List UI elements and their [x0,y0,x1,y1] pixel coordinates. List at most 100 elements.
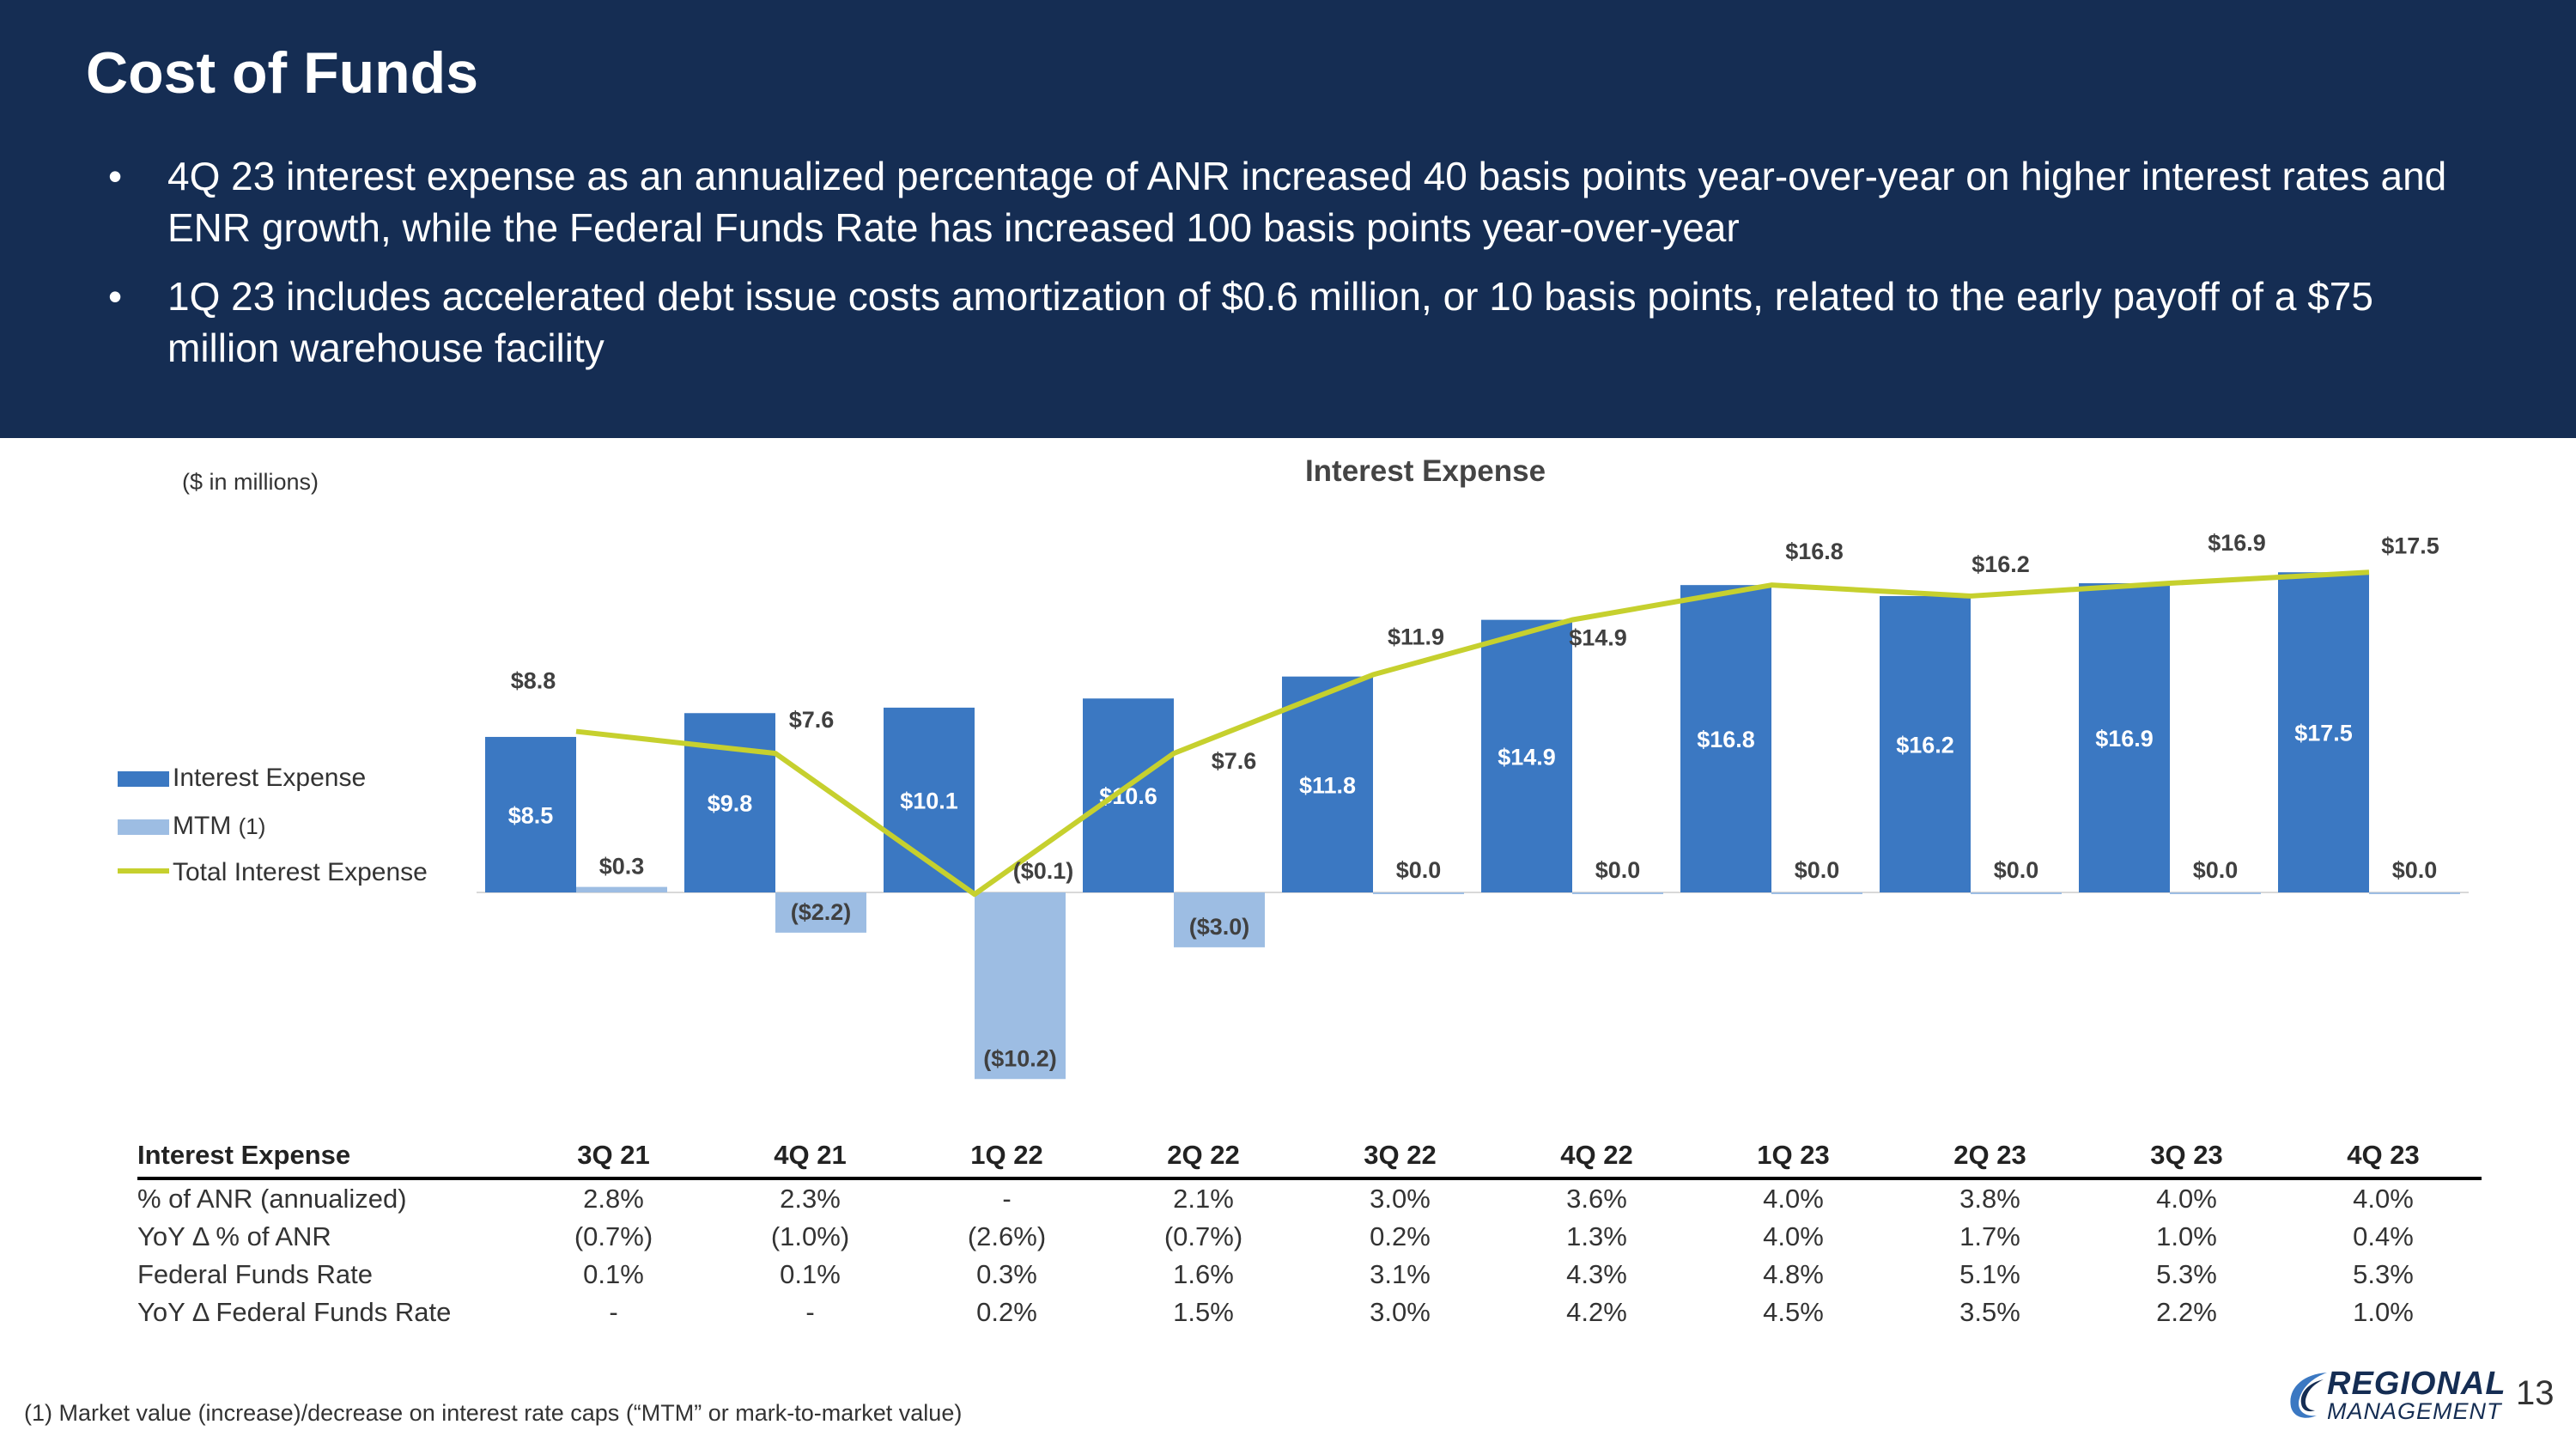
interest-expense-label: $16.9 [2095,726,2154,752]
legend-swatch-interest-expense [118,771,169,787]
interest-expense-bar [485,736,576,892]
table-cell: 0.3% [976,1259,1037,1289]
table-header-cell: 1Q 23 [1695,1134,1892,1180]
table-cell: 3.8% [1959,1184,2020,1214]
bullet-text: 1Q 23 includes accelerated debt issue co… [167,274,2373,370]
table-cell: (2.6%) [967,1221,1047,1251]
mtm-bar [1174,892,1265,947]
legend-label-mtm: MTM (1) [173,812,265,840]
interest-expense-label: $10.1 [900,788,958,813]
mtm-label: ($2.2) [791,899,852,925]
table-cell: 2.8% [583,1184,644,1214]
table-cell: 4.0% [2353,1184,2414,1214]
table-cell: 4.2% [1566,1297,1627,1327]
slide-title: Cost of Funds [86,40,479,106]
legend-swatch-mtm [118,819,169,835]
interest-expense-bar [2079,583,2170,892]
table-row-label: YoY Δ % of ANR [137,1221,331,1251]
legend-label-interest-expense: Interest Expense [173,764,366,792]
mtm-bar [2170,892,2261,894]
interest-expense-bar [2278,572,2369,892]
table-row: YoY Δ % of ANR (0.7%) (1.0%) (2.6%) (0.7%) 0.… [137,1218,2482,1256]
interest-expense-bar [1481,619,1572,892]
total-interest-expense-label: $11.9 [1388,624,1444,650]
page-number: 13 [2516,1374,2555,1412]
interest-expense-bar [1680,585,1771,892]
legend-label-total-interest-expense: Total Interest Expense [173,858,428,886]
logo-text-regional: REGIONAL [2327,1366,2506,1402]
mtm-label: $0.3 [599,854,645,880]
table-header-cell: 2Q 22 [1105,1134,1302,1180]
bullet-dot-icon: • [108,274,123,319]
interest-expense-chart: Interest Expense $8.5 $0.3 $9.8 ($2.2) $10.1 (… [118,454,2469,1080]
total-interest-expense-label: $7.6 [1212,748,1257,774]
table-cell: 1.7% [1959,1221,2020,1251]
table-cell: (0.7%) [574,1221,653,1251]
mtm-label: ($3.0) [1189,914,1250,940]
table-cell: 2.3% [780,1184,841,1214]
interest-expense-label: $17.5 [2294,721,2353,746]
table-cell: 4.8% [1763,1259,1824,1289]
mtm-bar [2369,892,2460,894]
table-header-cell: 3Q 22 [1302,1134,1498,1180]
interest-expense-label: $11.8 [1299,772,1356,798]
interest-expense-label: $16.2 [1896,732,1954,758]
table-cell: 2.2% [2156,1297,2217,1327]
logo-text-management: MANAGEMENT [2327,1398,2502,1424]
table-row: YoY Δ Federal Funds Rate - - 0.2% 1.5% 3.0% 4.… [137,1294,2482,1331]
mtm-bar [1373,892,1464,894]
table-row: % of ANR (annualized) 2.8% 2.3% - 2.1% 3.0% 3.… [137,1178,2482,1218]
bullet-dot-icon: • [108,154,123,198]
total-interest-expense-label: $17.5 [2381,533,2439,558]
total-interest-expense-line [575,569,2370,898]
mtm-bar [775,892,866,933]
mtm-label: $0.0 [1994,857,2039,883]
table-header-cell: 1Q 22 [908,1134,1105,1180]
table-cell: 5.3% [2353,1259,2414,1289]
table-cell: 1.0% [2156,1221,2217,1251]
mtm-bar [975,892,1066,1080]
table-cell: 1.0% [2353,1297,2414,1327]
table-cell: 0.4% [2353,1221,2414,1251]
total-interest-expense-label: ($0.1) [1013,858,1074,884]
bullet-item: • 4Q 23 interest expense as an annualized… [103,150,2490,253]
table-header-cell: 4Q 21 [712,1134,908,1180]
interest-expense-bar [1880,595,1971,892]
company-logo: REGIONAL MANAGEMENT [2282,1366,2506,1426]
table-cell: 0.1% [780,1259,841,1289]
chart-title: Interest Expense [1305,454,1546,488]
mtm-label: $0.0 [1396,857,1442,883]
table-header-cell: 2Q 23 [1892,1134,2088,1180]
table-row-label: YoY Δ Federal Funds Rate [137,1297,452,1327]
table-header-label: Interest Expense [137,1134,515,1180]
table-cell: - [1002,1184,1012,1214]
table-header-cell: 3Q 21 [515,1134,712,1180]
table-cell: 3.6% [1566,1184,1627,1214]
interest-expense-label: $9.8 [708,791,753,817]
total-interest-expense-label: $8.8 [511,668,556,694]
table-body: % of ANR (annualized) 2.8% 2.3% - 2.1% 3.0% 3.… [137,1178,2482,1331]
table-row-label: Federal Funds Rate [137,1259,373,1289]
table-cell: 4.3% [1566,1259,1627,1289]
mtm-label: $0.0 [2193,857,2239,883]
table-cell: 3.0% [1370,1297,1431,1327]
table-cell: 5.3% [2156,1259,2217,1289]
table-cell: - [609,1297,618,1327]
units-note: ($ in millions) [182,469,319,495]
interest-expense-bar [1083,698,1174,892]
table-cell: 2.1% [1173,1184,1234,1214]
total-interest-expense-label: $16.9 [2208,530,2266,556]
table-header-cell: 3Q 23 [2088,1134,2285,1180]
bullet-text: 4Q 23 interest expense as an annualized … [167,154,2447,250]
table-cell: 3.0% [1370,1184,1431,1214]
table-row-label: % of ANR (annualized) [137,1184,407,1214]
table-cell: 1.6% [1173,1259,1234,1289]
table-cell: 5.1% [1959,1259,2020,1289]
table-cell: 1.3% [1566,1221,1627,1251]
table-cell: 0.2% [976,1297,1037,1327]
mtm-label: ($10.2) [983,1045,1057,1071]
table-cell: 4.0% [2156,1184,2217,1214]
metrics-table-wrap: Interest Expense 3Q 21 4Q 21 1Q 22 2Q 22 3Q 2… [137,1134,2482,1331]
footnote: (1) Market value (increase)/decrease on … [24,1400,963,1426]
metrics-table: Interest Expense 3Q 21 4Q 21 1Q 22 2Q 22 3Q 2… [137,1134,2482,1331]
